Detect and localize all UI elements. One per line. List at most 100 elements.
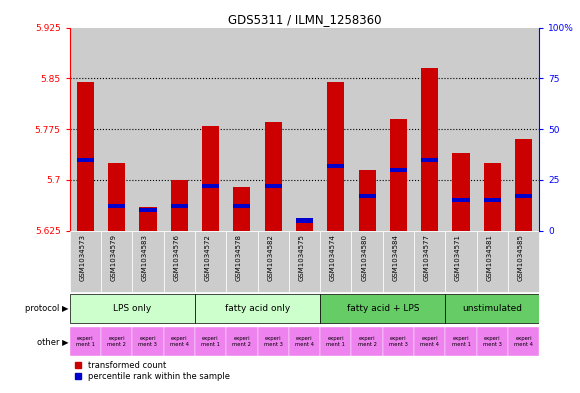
- Text: protocol ▶: protocol ▶: [26, 304, 69, 313]
- FancyBboxPatch shape: [320, 294, 445, 323]
- Legend: transformed count, percentile rank within the sample: transformed count, percentile rank withi…: [74, 360, 231, 382]
- FancyBboxPatch shape: [508, 231, 539, 292]
- Text: GSM1034576: GSM1034576: [173, 234, 179, 281]
- Bar: [421, 158, 438, 162]
- Bar: [132, 28, 164, 231]
- Bar: [233, 204, 251, 208]
- Text: GSM1034575: GSM1034575: [299, 234, 304, 281]
- FancyBboxPatch shape: [320, 327, 351, 356]
- Bar: [108, 204, 125, 208]
- Bar: [452, 153, 470, 231]
- Bar: [515, 194, 532, 198]
- Bar: [171, 180, 188, 231]
- Bar: [264, 184, 282, 188]
- Text: other ▶: other ▶: [37, 337, 69, 346]
- FancyBboxPatch shape: [351, 231, 383, 292]
- Text: unstimulated: unstimulated: [462, 304, 523, 313]
- Bar: [390, 119, 407, 231]
- Bar: [77, 82, 94, 231]
- Text: GSM1034583: GSM1034583: [142, 234, 148, 281]
- FancyBboxPatch shape: [445, 231, 477, 292]
- FancyBboxPatch shape: [195, 327, 226, 356]
- FancyBboxPatch shape: [414, 231, 445, 292]
- Bar: [258, 28, 289, 231]
- Text: experi
ment 1: experi ment 1: [452, 336, 470, 347]
- FancyBboxPatch shape: [132, 327, 164, 356]
- Text: experi
ment 4: experi ment 4: [514, 336, 533, 347]
- Text: GSM1034574: GSM1034574: [330, 234, 336, 281]
- Bar: [101, 28, 132, 231]
- Bar: [414, 28, 445, 231]
- Bar: [70, 28, 101, 231]
- Text: GSM1034577: GSM1034577: [424, 234, 430, 281]
- Bar: [195, 28, 226, 231]
- Bar: [108, 163, 125, 231]
- Bar: [296, 220, 313, 231]
- Bar: [515, 139, 532, 231]
- FancyBboxPatch shape: [477, 327, 508, 356]
- Bar: [289, 28, 320, 231]
- FancyBboxPatch shape: [289, 327, 320, 356]
- Bar: [390, 168, 407, 172]
- Bar: [77, 158, 94, 162]
- Title: GDS5311 / ILMN_1258360: GDS5311 / ILMN_1258360: [228, 13, 381, 26]
- Text: experi
ment 4: experi ment 4: [420, 336, 439, 347]
- FancyBboxPatch shape: [70, 231, 101, 292]
- Bar: [477, 28, 508, 231]
- Bar: [327, 82, 345, 231]
- Text: GSM1034573: GSM1034573: [79, 234, 85, 281]
- Bar: [226, 28, 258, 231]
- Bar: [484, 198, 501, 202]
- Text: fatty acid only: fatty acid only: [225, 304, 290, 313]
- FancyBboxPatch shape: [445, 327, 477, 356]
- Bar: [358, 194, 376, 198]
- FancyBboxPatch shape: [383, 231, 414, 292]
- Bar: [233, 187, 251, 231]
- Text: GSM1034584: GSM1034584: [393, 234, 398, 281]
- Text: experi
ment 4: experi ment 4: [170, 336, 188, 347]
- Text: experi
ment 2: experi ment 2: [107, 336, 126, 347]
- Text: experi
ment 3: experi ment 3: [264, 336, 282, 347]
- Text: GSM1034572: GSM1034572: [205, 234, 211, 281]
- FancyBboxPatch shape: [195, 294, 320, 323]
- FancyBboxPatch shape: [508, 327, 539, 356]
- Bar: [164, 28, 195, 231]
- Text: LPS only: LPS only: [113, 304, 151, 313]
- Bar: [351, 28, 383, 231]
- Bar: [171, 204, 188, 208]
- FancyBboxPatch shape: [195, 231, 226, 292]
- FancyBboxPatch shape: [164, 231, 195, 292]
- Text: fatty acid + LPS: fatty acid + LPS: [346, 304, 419, 313]
- Text: GSM1034571: GSM1034571: [455, 234, 461, 281]
- Bar: [320, 28, 351, 231]
- Bar: [139, 207, 157, 231]
- Text: experi
ment 2: experi ment 2: [358, 336, 376, 347]
- Bar: [508, 28, 539, 231]
- FancyBboxPatch shape: [445, 294, 539, 323]
- Bar: [445, 28, 477, 231]
- Text: experi
ment 2: experi ment 2: [233, 336, 251, 347]
- Text: GSM1034581: GSM1034581: [487, 234, 492, 281]
- FancyBboxPatch shape: [164, 327, 195, 356]
- FancyBboxPatch shape: [226, 327, 258, 356]
- Text: experi
ment 3: experi ment 3: [139, 336, 157, 347]
- Text: experi
ment 3: experi ment 3: [483, 336, 502, 347]
- FancyBboxPatch shape: [351, 327, 383, 356]
- Text: GSM1034585: GSM1034585: [518, 234, 524, 281]
- Bar: [296, 219, 313, 222]
- Bar: [264, 122, 282, 231]
- FancyBboxPatch shape: [477, 231, 508, 292]
- Text: experi
ment 1: experi ment 1: [76, 336, 95, 347]
- Text: experi
ment 1: experi ment 1: [327, 336, 345, 347]
- Text: experi
ment 1: experi ment 1: [201, 336, 220, 347]
- Bar: [452, 198, 470, 202]
- Text: GSM1034579: GSM1034579: [111, 234, 117, 281]
- FancyBboxPatch shape: [289, 231, 320, 292]
- FancyBboxPatch shape: [320, 231, 351, 292]
- FancyBboxPatch shape: [226, 231, 258, 292]
- FancyBboxPatch shape: [101, 327, 132, 356]
- Bar: [383, 28, 414, 231]
- FancyBboxPatch shape: [101, 231, 132, 292]
- Bar: [358, 170, 376, 231]
- Text: experi
ment 3: experi ment 3: [389, 336, 408, 347]
